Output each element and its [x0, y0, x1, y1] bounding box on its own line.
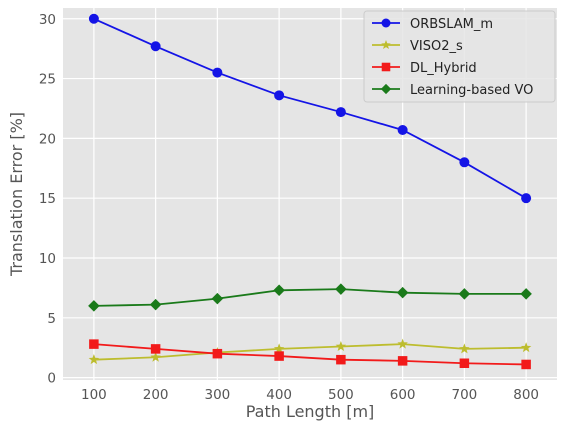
data-point: [88, 300, 100, 312]
y-tick-label: 25: [39, 72, 56, 88]
data-point: [397, 125, 408, 136]
y-tick-label: 15: [39, 191, 56, 207]
data-point: [397, 356, 408, 366]
series-2: [89, 339, 531, 370]
x-tick-label: 700: [451, 387, 477, 403]
series-0: [88, 13, 532, 204]
data-point: [212, 348, 223, 359]
x-tick-label: 100: [81, 387, 107, 403]
legend-item: Learning-based VO: [372, 83, 533, 98]
series-1: [88, 338, 532, 365]
legend-marker: [381, 18, 391, 28]
data-point: [335, 283, 347, 295]
y-tick-label: 10: [39, 251, 56, 267]
x-tick-label: 300: [204, 387, 230, 403]
data-point: [335, 341, 347, 351]
data-point: [521, 359, 531, 370]
legend-label: DL_Hybrid: [410, 61, 477, 76]
legend-marker: [380, 83, 392, 95]
x-axis-label: Path Length [m]: [246, 402, 375, 421]
data-point: [520, 288, 532, 300]
data-point: [150, 351, 161, 362]
legend-label: VISO2_s: [410, 39, 463, 54]
legend-marker: [381, 62, 391, 72]
x-tick-label: 400: [266, 387, 292, 403]
axis-ticks: 100 200 300 400 500 600 700 800 0 5 10 15 20 25 30: [39, 12, 539, 403]
data-point: [273, 343, 285, 354]
y-tick-label: 0: [47, 371, 56, 387]
data-point: [459, 358, 470, 369]
legend-item: DL_Hybrid: [372, 61, 477, 76]
data-point: [88, 13, 99, 24]
x-tick-label: 200: [143, 387, 169, 403]
data-point: [212, 67, 223, 78]
legend-item: ORBSLAM_m: [372, 17, 493, 32]
legend-label: ORBSLAM_m: [410, 17, 493, 32]
data-point: [273, 284, 285, 297]
series-line: [93, 288, 527, 307]
x-tick-label: 600: [390, 387, 416, 403]
x-tick-label: 500: [328, 387, 354, 403]
data-point: [458, 288, 471, 300]
data-point: [150, 41, 161, 52]
data-point: [88, 354, 100, 365]
data-point: [459, 343, 470, 354]
data-point: [149, 298, 162, 311]
y-tick-label: 20: [39, 131, 56, 147]
data-point: [397, 338, 408, 349]
legend-box: [363, 10, 556, 103]
data-point: [396, 286, 409, 299]
data-point: [211, 292, 224, 305]
data-point: [459, 157, 470, 168]
data-point: [336, 354, 346, 365]
legend-marker: [381, 40, 391, 50]
series-line: [93, 343, 527, 366]
y-tick-label: 5: [47, 311, 56, 327]
legend-item: VISO2_s: [372, 39, 463, 54]
data-point: [520, 342, 532, 353]
series-3: [88, 283, 532, 312]
y-axis-label: Translation Error [%]: [7, 112, 26, 277]
data-point: [335, 107, 346, 118]
data-point: [150, 344, 161, 354]
x-tick-label: 800: [513, 387, 539, 403]
series-layer: [88, 13, 532, 370]
data-point: [521, 193, 532, 204]
legend: ORBSLAM_m VISO2_s DL_Hybrid Learning-based …: [363, 10, 556, 103]
y-tick-label: 30: [39, 12, 56, 28]
series-line: [93, 343, 527, 361]
series-line: [93, 17, 527, 199]
legend-label: Learning-based VO: [410, 83, 533, 98]
data-point: [274, 351, 284, 361]
data-point: [274, 90, 285, 101]
data-point: [89, 339, 99, 349]
